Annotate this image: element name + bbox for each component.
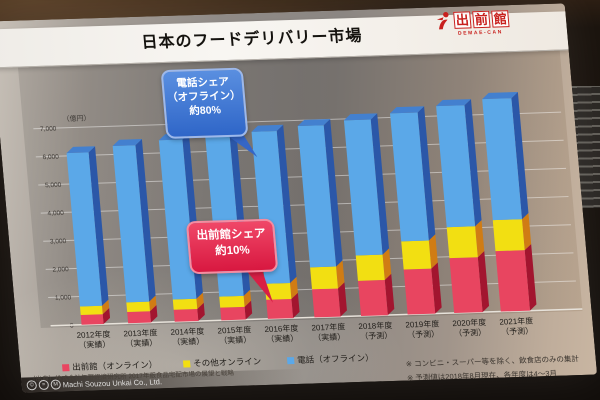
demaecan-callout-line2: 約10% (214, 244, 251, 258)
legend-item: 電話（オフライン） (286, 352, 375, 367)
watermark-license-icon-2: = (38, 379, 50, 391)
projector-screen: 日本のフードデリバリー市場 出 前 館 DEMAE-CAN 0 1,000 2,00… (0, 3, 598, 393)
watermark-license-icon-1: © (26, 380, 38, 391)
demaecan-logo: 出 前 館 DEMAE-CAN (434, 8, 548, 37)
phone-share-callout: 電話シェア （オフライン） 約80% (160, 67, 249, 139)
legend-swatch (286, 356, 295, 364)
chart-plot-area (17, 49, 583, 329)
phone-callout-line2: （オフライン） (166, 89, 242, 105)
logo-kanji-1: 出 (453, 11, 472, 29)
logo-kanji-3: 館 (491, 10, 510, 28)
demaecan-mascot-icon (436, 11, 449, 30)
y-axis-unit-label: （億円） (62, 115, 91, 124)
footnote-2: ※ 予測値は2018年8月現在、各年度は4～3月 (406, 368, 558, 383)
x-axis-label: 2021年度 （予測） (498, 316, 534, 337)
logo-kanji-2: 前 (472, 10, 491, 29)
legend-swatch (61, 363, 70, 371)
legend-swatch (182, 359, 191, 368)
demaecan-callout-line1: 出前館シェア (196, 227, 267, 243)
demaecan-share-callout: 出前館シェア 約10% (185, 218, 279, 275)
phone-callout-line3: 約80% (188, 104, 222, 118)
watermark-license-icon-3: M (50, 379, 62, 390)
